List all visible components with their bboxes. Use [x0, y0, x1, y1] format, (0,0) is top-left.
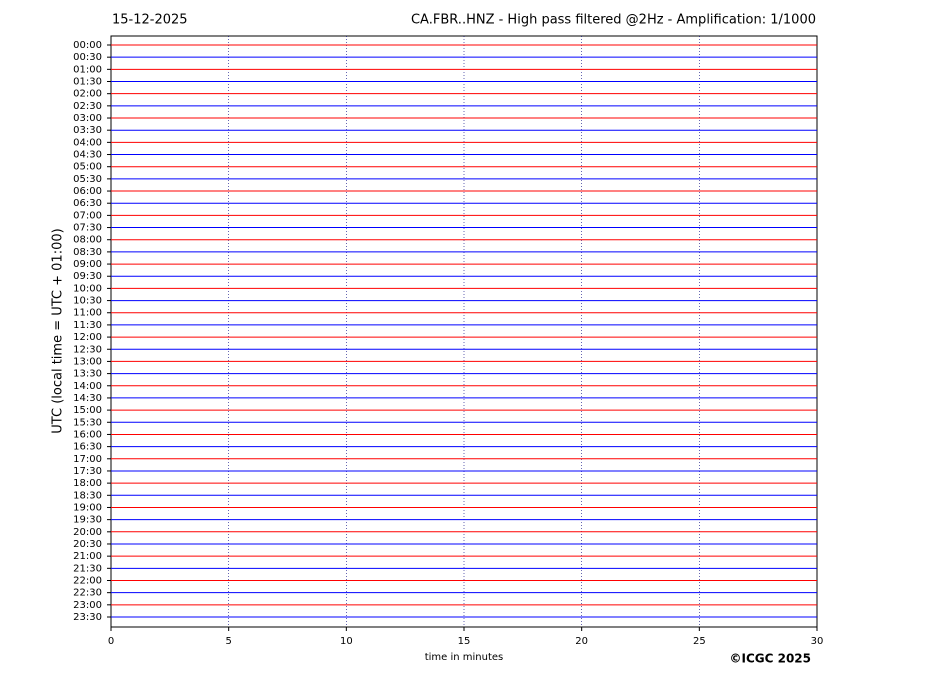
y-tick-label: 07:00 — [73, 210, 102, 221]
y-tick-label: 23:00 — [73, 600, 102, 611]
y-tick-label: 09:00 — [73, 259, 102, 270]
y-tick-label: 17:30 — [73, 466, 102, 477]
y-tick-label: 11:30 — [73, 320, 102, 331]
y-tick-label: 10:00 — [73, 283, 102, 294]
y-tick-label: 19:30 — [73, 515, 102, 526]
y-tick-label: 08:00 — [73, 235, 102, 246]
y-tick-label: 09:30 — [73, 271, 102, 282]
x-tick-label: 5 — [225, 636, 231, 647]
y-tick-label: 10:30 — [73, 296, 102, 307]
y-axis-label: UTC (local time = UTC + 01:00) — [51, 228, 66, 433]
y-tick-label: 12:00 — [73, 332, 102, 343]
y-tick-label: 19:00 — [73, 502, 102, 513]
y-tick-label: 00:00 — [73, 40, 102, 51]
x-tick-label: 0 — [108, 636, 114, 647]
y-tick-label: 17:00 — [73, 454, 102, 465]
y-tick-label: 01:30 — [73, 77, 102, 88]
y-tick-label: 21:00 — [73, 551, 102, 562]
chart-title: CA.FBR..HNZ - High pass filtered @2Hz - … — [411, 13, 816, 28]
date: 15-12-2025 — [112, 13, 188, 28]
y-tick-label: 12:30 — [73, 344, 102, 355]
y-tick-label: 08:30 — [73, 247, 102, 258]
y-tick-label: 02:30 — [73, 101, 102, 112]
x-axis-label: time in minutes — [425, 652, 504, 663]
y-tick-label: 20:30 — [73, 539, 102, 550]
y-tick-label: 00:30 — [73, 52, 102, 63]
y-tick-label: 15:30 — [73, 417, 102, 428]
y-tick-label: 18:00 — [73, 478, 102, 489]
plot-frame — [110, 35, 818, 628]
credit: ©ICGC 2025 — [729, 652, 811, 666]
x-tick-label: 30 — [811, 636, 824, 647]
y-tick-label: 23:30 — [73, 612, 102, 623]
y-tick-label: 03:30 — [73, 125, 102, 136]
x-tick-label: 10 — [340, 636, 353, 647]
y-tick-label: 11:00 — [73, 308, 102, 319]
y-tick-label: 20:00 — [73, 527, 102, 538]
y-tick-label: 07:30 — [73, 223, 102, 234]
y-tick-label: 15:00 — [73, 405, 102, 416]
y-tick-label: 14:00 — [73, 381, 102, 392]
x-tick-label: 20 — [575, 636, 588, 647]
y-tick-label: 03:00 — [73, 113, 102, 124]
y-tick-label: 06:00 — [73, 186, 102, 197]
x-tick-label: 25 — [693, 636, 706, 647]
y-tick-label: 06:30 — [73, 198, 102, 209]
y-tick-label: 14:30 — [73, 393, 102, 404]
y-tick-label: 22:00 — [73, 575, 102, 586]
y-tick-label: 05:00 — [73, 162, 102, 173]
x-tick-label: 15 — [458, 636, 471, 647]
y-tick-label: 01:00 — [73, 64, 102, 75]
y-tick-label: 21:30 — [73, 563, 102, 574]
y-tick-label: 13:00 — [73, 356, 102, 367]
y-tick-label: 02:00 — [73, 89, 102, 100]
y-tick-label: 22:30 — [73, 588, 102, 599]
y-tick-label: 16:30 — [73, 442, 102, 453]
y-tick-label: 13:30 — [73, 369, 102, 380]
y-tick-label: 04:30 — [73, 150, 102, 161]
y-tick-label: 18:30 — [73, 490, 102, 501]
y-tick-label: 16:00 — [73, 429, 102, 440]
y-tick-label: 04:00 — [73, 137, 102, 148]
y-tick-label: 05:30 — [73, 174, 102, 185]
